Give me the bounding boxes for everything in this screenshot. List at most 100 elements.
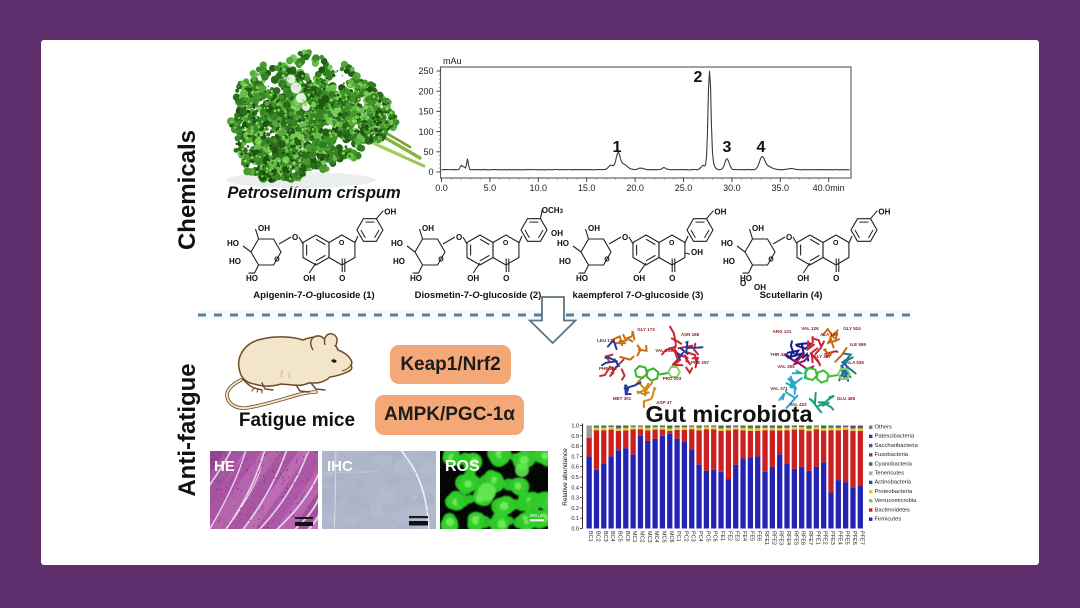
svg-text:RFE7: RFE7 [807,531,813,545]
svg-text:O: O [438,256,444,263]
svg-text:ASN 168: ASN 168 [681,332,700,337]
svg-text:HO: HO [229,257,241,266]
svg-text:O: O [604,256,610,263]
svg-text:Verrucomicrobia: Verrucomicrobia [875,498,918,504]
svg-text:Relative abundance: Relative abundance [562,448,569,506]
svg-text:FE5: FE5 [748,531,754,541]
svg-text:Apigenin-7-O-glucoside (1): Apigenin-7-O-glucoside (1) [253,290,374,301]
svg-text:VAL 194: VAL 194 [655,348,673,353]
svg-text:Fusobacteria: Fusobacteria [875,452,909,458]
svg-text:4: 4 [757,139,766,156]
svg-text:Proteobacteria: Proteobacteria [875,489,913,495]
svg-text:VAL 423: VAL 423 [789,402,807,407]
svg-text:GLY 367: GLY 367 [813,354,831,359]
svg-text:ILE 559: ILE 559 [850,342,866,347]
svg-text:O: O [740,279,746,288]
svg-text:0.3: 0.3 [571,496,579,502]
svg-text:HE: HE [214,458,235,475]
svg-text:O: O [339,240,345,247]
svg-text:BC2: BC2 [595,531,601,542]
svg-text:PC6: PC6 [712,531,718,542]
svg-text:50: 50 [423,147,433,157]
svg-text:PFE7: PFE7 [858,531,864,545]
svg-text:OH: OH [714,208,726,217]
svg-text:BC1: BC1 [587,531,593,542]
svg-text:1: 1 [613,139,622,156]
svg-text:BC6: BC6 [624,531,630,542]
svg-text:15.0: 15.0 [578,183,596,193]
svg-text:OH: OH [878,208,890,217]
svg-text:0.0: 0.0 [571,527,579,533]
svg-text:RFE1: RFE1 [763,531,769,545]
svg-text:OH: OH [588,224,600,233]
svg-text:PC1: PC1 [675,531,681,542]
svg-text:Diosmetin-7-O-glucoside (2): Diosmetin-7-O-glucoside (2) [415,290,542,301]
svg-text:GLY 524: GLY 524 [843,326,861,331]
svg-text:0.0: 0.0 [435,183,448,193]
svg-text:ALA 535: ALA 535 [846,360,864,365]
svg-text:MC2: MC2 [638,531,644,543]
svg-text:GLY 173: GLY 173 [637,327,655,332]
svg-text:35.0: 35.0 [772,183,790,193]
svg-text:Bacteroidetes: Bacteroidetes [875,507,911,513]
svg-text:OH: OH [691,248,703,257]
svg-text:ASP 47: ASP 47 [656,400,672,405]
svg-text:PFE3: PFE3 [829,531,835,545]
svg-text:20.0: 20.0 [626,183,644,193]
svg-text:OH: OH [551,229,563,238]
svg-text:PFE1: PFE1 [814,531,820,545]
svg-text:FE1: FE1 [719,531,725,541]
svg-text:FE6: FE6 [756,531,762,541]
svg-text:30.0: 30.0 [723,183,741,193]
svg-text:25.0: 25.0 [675,183,693,193]
svg-text:OH: OH [797,274,809,283]
svg-text:200: 200 [418,86,433,96]
svg-text:Firmicutes: Firmicutes [875,517,902,523]
svg-text:HO: HO [557,239,569,248]
svg-text:HO: HO [559,257,571,266]
svg-text:OCH3: OCH3 [542,206,564,215]
svg-text:0.7: 0.7 [571,454,579,460]
svg-text:MC3: MC3 [646,531,652,543]
svg-text:1.0: 1.0 [571,424,579,430]
svg-text:HO: HO [721,239,733,248]
svg-text:OH: OH [633,274,645,283]
svg-text:2: 2 [694,69,703,86]
svg-text:O: O [833,274,839,283]
svg-text:O: O [669,240,675,247]
svg-text:0.9: 0.9 [571,434,579,440]
svg-text:Tenericutes: Tenericutes [875,471,905,477]
svg-text:250: 250 [418,66,433,76]
svg-text:PC5: PC5 [704,531,710,542]
svg-text:HO: HO [393,257,405,266]
svg-text:FE4: FE4 [741,531,747,541]
svg-text:PFE2: PFE2 [822,531,828,545]
svg-text:10.0: 10.0 [530,183,548,193]
svg-text:O: O [833,240,839,247]
svg-text:100: 100 [418,127,433,137]
svg-text:O: O [274,256,280,263]
svg-text:0: 0 [428,167,433,177]
svg-text:Saccharibacteria: Saccharibacteria [875,443,919,449]
svg-text:BC5: BC5 [617,531,623,542]
svg-text:MC1: MC1 [631,531,637,543]
svg-text:Patescibacteria: Patescibacteria [875,434,915,440]
svg-text:RFE3: RFE3 [778,531,784,545]
svg-text:RFE5: RFE5 [792,531,798,545]
svg-text:O: O [786,233,792,242]
svg-text:0.8: 0.8 [571,444,579,450]
svg-text:PFE5: PFE5 [844,531,850,545]
svg-text:VAL 126: VAL 126 [801,326,819,331]
svg-text:PC2: PC2 [682,531,688,542]
svg-text:PC4: PC4 [697,531,703,542]
svg-text:200 μm: 200 μm [529,513,544,518]
svg-text:BC4: BC4 [609,531,615,542]
svg-text:HO: HO [576,274,588,283]
svg-text:BC3: BC3 [602,531,608,542]
svg-text:ROS: ROS [445,458,480,475]
svg-text:FE2: FE2 [726,531,732,541]
svg-text:ARG 121: ARG 121 [773,329,792,334]
svg-text:0.1: 0.1 [571,516,579,522]
svg-text:0.4: 0.4 [571,485,579,491]
svg-text:MC5: MC5 [660,531,666,543]
